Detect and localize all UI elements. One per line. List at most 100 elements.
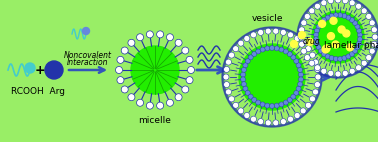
Circle shape (369, 20, 375, 26)
Circle shape (258, 29, 264, 35)
Circle shape (274, 103, 279, 108)
Circle shape (265, 46, 270, 51)
Circle shape (300, 0, 376, 75)
Circle shape (349, 68, 355, 74)
Circle shape (330, 17, 337, 24)
Circle shape (329, 56, 334, 60)
Circle shape (349, 17, 355, 22)
Text: RCOOH  Arg: RCOOH Arg (11, 87, 65, 97)
Circle shape (332, 41, 339, 48)
Circle shape (296, 63, 301, 68)
Circle shape (310, 52, 316, 58)
Circle shape (301, 48, 307, 54)
Circle shape (366, 55, 372, 60)
Circle shape (116, 66, 122, 74)
Circle shape (121, 47, 128, 54)
Circle shape (291, 40, 297, 48)
Circle shape (224, 82, 229, 88)
Circle shape (353, 21, 358, 26)
Circle shape (223, 74, 229, 80)
Circle shape (304, 55, 310, 60)
Circle shape (328, 70, 334, 76)
Circle shape (304, 13, 310, 19)
Circle shape (241, 77, 246, 82)
Circle shape (273, 28, 279, 34)
Circle shape (305, 102, 311, 108)
Circle shape (372, 34, 378, 40)
Circle shape (338, 26, 345, 33)
Circle shape (346, 54, 351, 59)
Circle shape (314, 32, 319, 37)
Circle shape (338, 13, 342, 18)
Circle shape (270, 45, 274, 51)
Circle shape (314, 28, 319, 33)
Circle shape (349, 52, 355, 57)
Circle shape (310, 9, 366, 65)
Circle shape (349, 0, 355, 6)
Circle shape (156, 31, 164, 38)
Circle shape (265, 103, 270, 108)
Circle shape (245, 90, 250, 95)
Circle shape (296, 86, 301, 91)
Text: +: + (35, 63, 45, 77)
Circle shape (166, 99, 174, 106)
Circle shape (335, 71, 341, 77)
Circle shape (117, 77, 124, 84)
Circle shape (25, 63, 35, 73)
Circle shape (260, 102, 265, 107)
Circle shape (371, 41, 377, 47)
Circle shape (238, 40, 244, 46)
Circle shape (187, 66, 195, 74)
Circle shape (297, 0, 378, 78)
Circle shape (300, 40, 306, 46)
Circle shape (128, 39, 135, 46)
Circle shape (274, 46, 279, 51)
Circle shape (291, 55, 296, 60)
Circle shape (356, 28, 361, 33)
Circle shape (319, 20, 325, 27)
Circle shape (166, 34, 174, 41)
Circle shape (307, 38, 313, 45)
Circle shape (328, 0, 334, 4)
Circle shape (346, 15, 351, 20)
Circle shape (356, 3, 361, 9)
Circle shape (182, 47, 189, 54)
Circle shape (319, 48, 324, 53)
Circle shape (226, 59, 231, 65)
Circle shape (291, 94, 296, 99)
Circle shape (305, 46, 311, 52)
Circle shape (322, 46, 329, 53)
Circle shape (224, 66, 229, 72)
Circle shape (45, 61, 63, 79)
Circle shape (294, 36, 300, 41)
Circle shape (244, 112, 250, 119)
Text: Noncovalent: Noncovalent (64, 51, 112, 60)
Circle shape (229, 52, 234, 58)
Circle shape (252, 52, 257, 57)
Circle shape (321, 68, 327, 74)
Circle shape (361, 8, 367, 14)
Circle shape (136, 99, 144, 106)
Circle shape (283, 100, 288, 105)
Circle shape (175, 94, 182, 101)
Circle shape (265, 28, 271, 34)
Circle shape (242, 82, 246, 87)
Circle shape (287, 52, 292, 57)
Circle shape (356, 41, 361, 46)
Circle shape (237, 42, 307, 112)
Circle shape (258, 119, 264, 125)
Circle shape (128, 94, 135, 101)
Circle shape (327, 33, 335, 40)
Circle shape (121, 86, 128, 93)
Circle shape (245, 59, 250, 64)
Circle shape (322, 17, 327, 22)
Circle shape (229, 96, 234, 102)
Circle shape (321, 0, 327, 6)
Circle shape (342, 0, 348, 4)
Circle shape (315, 74, 321, 80)
Circle shape (347, 44, 353, 51)
Circle shape (366, 13, 372, 19)
Circle shape (242, 67, 246, 72)
Circle shape (283, 49, 288, 54)
Circle shape (342, 70, 348, 76)
